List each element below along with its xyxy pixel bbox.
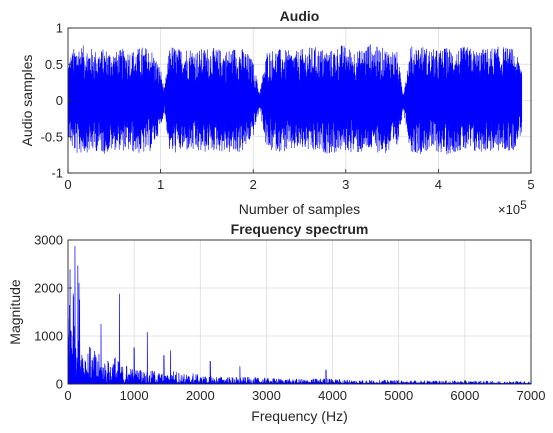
audio-x-axis-label: Number of samples	[239, 201, 360, 217]
y-tick-label: -0.5	[41, 129, 63, 144]
audio-waveform	[67, 44, 523, 155]
audio-tick-labels: 0 1 2 3 4 5 -1 -0.5 0 0.5 1	[41, 21, 535, 193]
x-tick-label: 4	[435, 177, 442, 192]
spectrum-plot: Frequency spectrum 0 1000 2000 3000 4000 5000…	[7, 221, 545, 424]
x-tick-label: 1000	[120, 388, 149, 403]
spectrum-x-axis-label: Frequency (Hz)	[251, 408, 347, 424]
spectrum-line	[68, 246, 531, 384]
audio-waveform-line	[67, 44, 523, 155]
y-tick-label: 2000	[34, 281, 63, 296]
audio-axes-frame	[67, 27, 532, 174]
y-tick-label: 0	[56, 93, 63, 108]
x-tick-label: 5000	[384, 388, 413, 403]
audio-y-axis-label: Audio samples	[19, 55, 35, 147]
spectrum-grid	[67, 239, 532, 385]
y-tick-label: 3000	[34, 233, 63, 248]
audio-x-exponent-power: 5	[520, 198, 527, 212]
y-tick-label: 0	[56, 377, 63, 392]
y-tick-label: 1000	[34, 329, 63, 344]
x-tick-label: 3000	[252, 388, 281, 403]
x-tick-label: 7000	[517, 388, 546, 403]
audio-x-exponent: ×105	[498, 198, 527, 217]
spectrum-tick-labels: 0 1000 2000 3000 4000 5000 6000 7000 0 1000 2000 30…	[34, 233, 545, 404]
spectrum-trace	[68, 246, 531, 384]
spectrum-plot-title: Frequency spectrum	[231, 221, 369, 237]
spectrum-axes-frame	[67, 239, 532, 385]
x-tick-label: 0	[64, 388, 71, 403]
x-tick-label: 5	[527, 177, 534, 192]
x-tick-label: 0	[64, 177, 71, 192]
x-tick-label: 4000	[318, 388, 347, 403]
audio-plot-title: Audio	[280, 8, 320, 24]
y-tick-label: -1	[51, 166, 63, 181]
y-tick-label: 0.5	[45, 57, 63, 72]
x-tick-label: 3	[342, 177, 349, 192]
spectrum-y-axis-label: Magnitude	[7, 279, 23, 345]
x-tick-label: 6000	[450, 388, 479, 403]
x-tick-label: 2	[250, 177, 257, 192]
y-tick-label: 1	[56, 21, 63, 36]
audio-x-exponent-base: ×10	[498, 202, 520, 217]
audio-plot: Audio 0 1 2 3 4 5 -1 -0.5 0 0.5 1 Number of sample…	[19, 8, 535, 217]
x-tick-label: 1	[157, 177, 164, 192]
x-tick-label: 2000	[186, 388, 215, 403]
